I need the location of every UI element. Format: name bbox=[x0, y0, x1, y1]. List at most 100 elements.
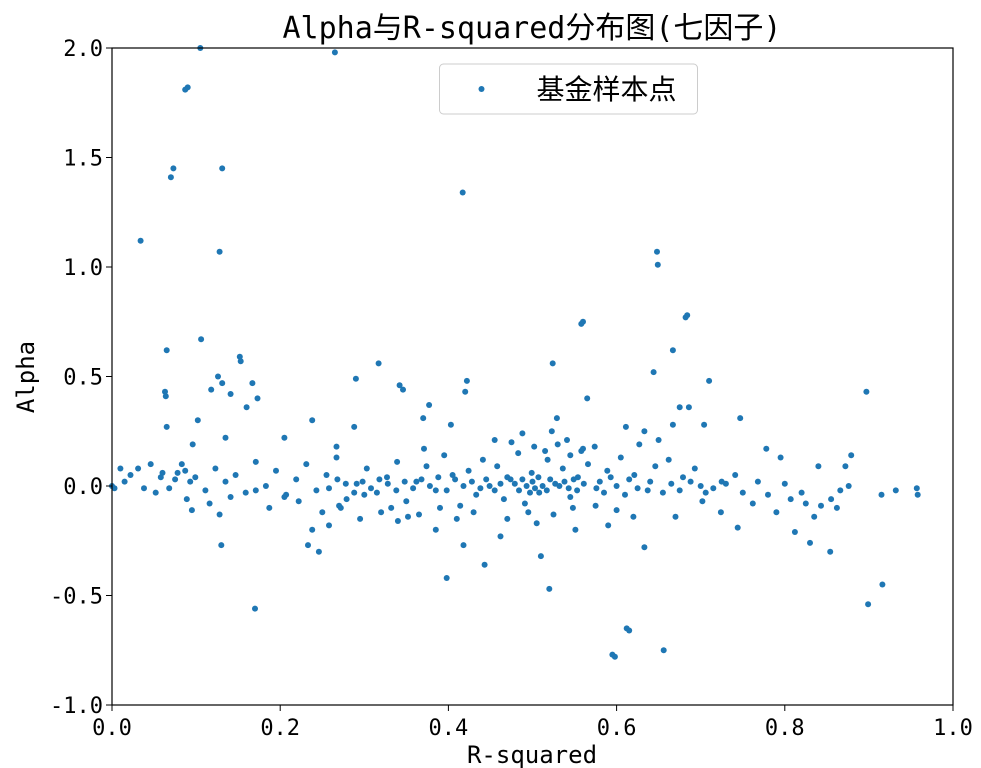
data-point bbox=[660, 647, 667, 654]
y-tick-label: 1.0 bbox=[63, 256, 103, 281]
data-point bbox=[535, 474, 542, 481]
data-point bbox=[676, 487, 683, 494]
data-point bbox=[865, 601, 872, 608]
data-point bbox=[183, 496, 190, 503]
data-point bbox=[787, 496, 794, 503]
data-point bbox=[473, 491, 480, 498]
y-tick-label: -0.5 bbox=[50, 585, 103, 610]
x-tick-label: 0.2 bbox=[260, 716, 300, 741]
data-point bbox=[163, 347, 170, 354]
axis-ticks: 0.0 0.2 0.4 0.6 0.8 1.0 -1.0 -0.5 0.0 0.5 1.0 1.5 2.… bbox=[50, 37, 973, 741]
x-tick-label: 1.0 bbox=[933, 716, 973, 741]
data-point bbox=[222, 434, 229, 441]
data-point bbox=[556, 483, 563, 489]
data-point bbox=[202, 487, 209, 494]
data-point bbox=[215, 373, 221, 380]
data-point bbox=[121, 478, 128, 485]
data-point bbox=[516, 487, 522, 494]
data-point bbox=[166, 485, 173, 492]
y-tick-label: 0.5 bbox=[63, 366, 103, 391]
data-point bbox=[421, 445, 427, 452]
data-point bbox=[732, 472, 739, 478]
data-point bbox=[547, 476, 554, 483]
data-point bbox=[147, 461, 154, 468]
data-point bbox=[641, 544, 648, 551]
data-point bbox=[549, 360, 556, 367]
data-point bbox=[669, 421, 676, 428]
data-point bbox=[243, 404, 250, 411]
data-point bbox=[569, 504, 576, 511]
data-point bbox=[305, 542, 311, 549]
data-point bbox=[706, 377, 713, 384]
data-point bbox=[685, 404, 692, 411]
data-point bbox=[739, 489, 746, 496]
data-point bbox=[550, 511, 557, 518]
data-point bbox=[413, 478, 420, 485]
data-point bbox=[334, 476, 341, 483]
data-point bbox=[423, 463, 430, 470]
data-point bbox=[159, 469, 166, 476]
data-point bbox=[283, 491, 290, 498]
data-point bbox=[542, 448, 549, 454]
data-point bbox=[521, 500, 528, 507]
data-point bbox=[309, 526, 316, 533]
data-point bbox=[394, 518, 401, 524]
legend-box bbox=[439, 63, 698, 115]
data-point bbox=[141, 485, 147, 492]
data-point bbox=[437, 504, 443, 511]
data-point bbox=[659, 489, 666, 496]
data-point bbox=[491, 487, 498, 494]
data-point bbox=[170, 165, 177, 172]
data-point bbox=[252, 458, 259, 465]
data-point bbox=[564, 437, 570, 443]
data-point bbox=[763, 445, 770, 452]
data-point bbox=[187, 478, 194, 485]
data-point bbox=[426, 402, 433, 408]
data-point bbox=[672, 513, 679, 520]
data-point bbox=[117, 465, 124, 472]
data-point bbox=[357, 515, 364, 522]
data-point bbox=[416, 511, 422, 518]
data-point bbox=[137, 237, 144, 244]
data-point bbox=[665, 456, 672, 463]
data-point bbox=[449, 472, 456, 478]
data-point bbox=[188, 507, 195, 514]
data-point bbox=[481, 561, 488, 568]
data-point bbox=[565, 485, 572, 492]
data-point bbox=[528, 469, 535, 476]
data-point bbox=[254, 395, 261, 402]
data-point bbox=[497, 480, 504, 487]
data-point bbox=[532, 485, 538, 492]
data-point bbox=[178, 461, 185, 468]
data-point bbox=[462, 388, 469, 395]
data-point bbox=[634, 485, 641, 492]
data-point bbox=[781, 480, 788, 487]
data-point bbox=[426, 483, 433, 489]
data-point bbox=[232, 472, 239, 478]
data-point bbox=[460, 542, 467, 549]
data-point bbox=[567, 452, 574, 459]
data-point bbox=[483, 476, 490, 483]
data-point bbox=[465, 467, 472, 474]
data-point bbox=[842, 463, 849, 470]
data-point bbox=[654, 261, 661, 268]
data-point bbox=[682, 314, 689, 321]
data-point bbox=[654, 248, 660, 255]
data-point bbox=[189, 441, 196, 448]
data-point bbox=[811, 513, 818, 520]
data-point bbox=[504, 515, 511, 522]
data-point bbox=[605, 522, 612, 529]
data-point bbox=[405, 513, 411, 520]
y-tick-label: 1.5 bbox=[63, 147, 103, 172]
data-point bbox=[219, 165, 226, 172]
data-point bbox=[227, 494, 234, 500]
data-point bbox=[596, 478, 603, 485]
data-point bbox=[212, 465, 219, 472]
data-point bbox=[452, 476, 459, 483]
x-tick-label: 0.6 bbox=[597, 716, 637, 741]
data-point bbox=[313, 487, 320, 494]
data-point bbox=[378, 509, 385, 516]
data-point bbox=[827, 548, 834, 555]
data-point bbox=[699, 498, 706, 505]
data-point bbox=[531, 443, 538, 450]
